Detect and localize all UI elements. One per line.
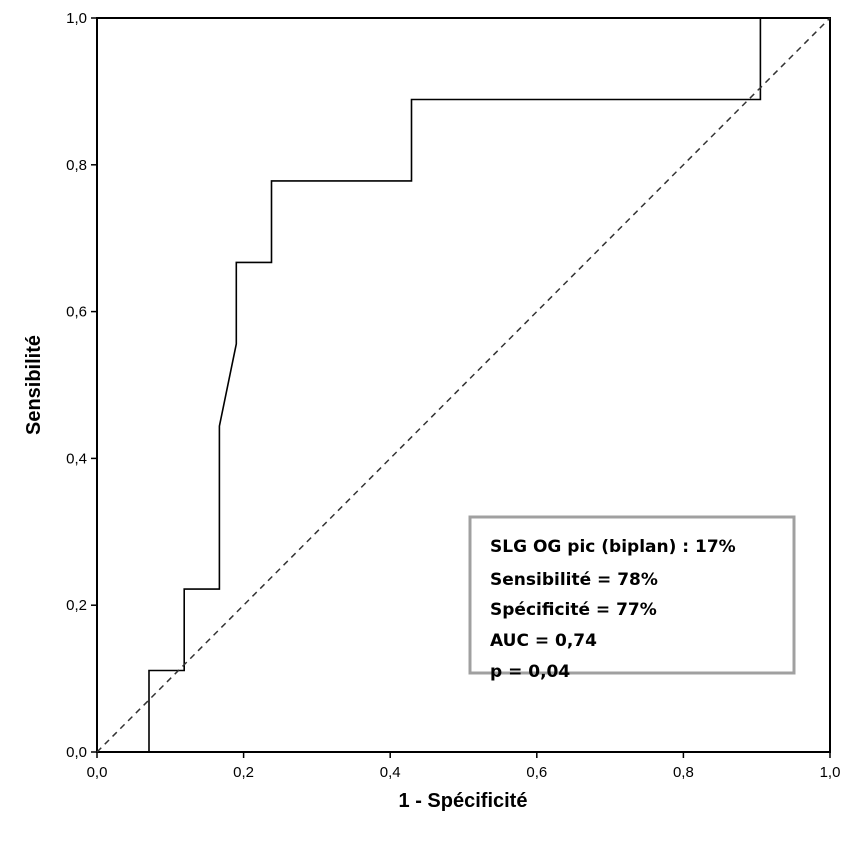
x-axis: 0,0 0,2 0,4 0,6 0,8 1,0 — [87, 752, 841, 781]
annotation-line-auc: AUC = 0,74 — [490, 631, 597, 651]
x-tick-label: 0,4 — [380, 764, 401, 781]
y-tick-label: 0,6 — [66, 304, 87, 321]
annotation-line-specificity: Spécificité = 77% — [490, 600, 657, 620]
plot-frame — [96, 17, 831, 753]
reference-diagonal-line — [96, 17, 831, 753]
roc-curve-line — [148, 17, 830, 752]
annotation-line-p-value: p = 0,04 — [490, 662, 570, 682]
y-tick-label: 0,0 — [66, 744, 87, 761]
series-layer — [96, 17, 831, 753]
y-axis-title: Sensibilité — [23, 335, 45, 435]
annotation-box: SLG OG pic (biplan) : 17% Sensibilité = … — [468, 515, 796, 682]
y-tick-label: 1,0 — [66, 10, 87, 27]
annotation-line-threshold: SLG OG pic (biplan) : 17% — [490, 537, 736, 557]
x-tick-label: 1,0 — [820, 764, 841, 781]
annotation-line-sensitivity: Sensibilité = 78% — [490, 570, 658, 590]
y-tick-label: 0,2 — [66, 597, 87, 614]
x-tick-label: 0,2 — [233, 764, 254, 781]
x-tick-label: 0,8 — [673, 764, 694, 781]
y-tick-label: 0,4 — [66, 450, 87, 467]
annotation-frame — [468, 515, 796, 675]
x-axis-title: 1 - Spécificité — [399, 790, 528, 812]
y-axis: 0,0 0,2 0,4 0,6 0,8 1,0 — [66, 10, 97, 761]
y-tick-label: 0,8 — [66, 157, 87, 174]
x-tick-label: 0,0 — [87, 764, 108, 781]
x-tick-label: 0,6 — [526, 764, 547, 781]
